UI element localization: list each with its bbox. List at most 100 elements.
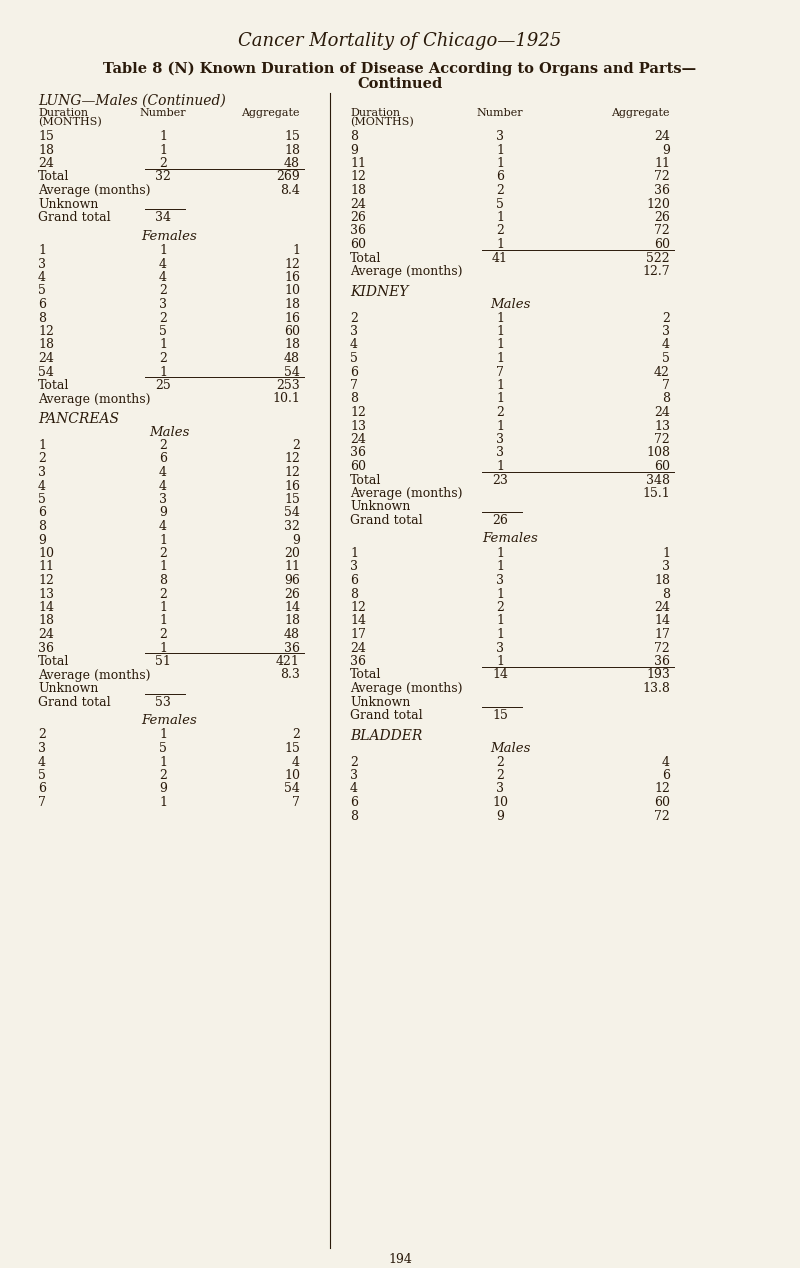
Text: Unknown: Unknown (38, 682, 98, 695)
Text: 1: 1 (159, 365, 167, 379)
Text: 8: 8 (350, 809, 358, 823)
Text: Number: Number (140, 108, 186, 118)
Text: 24: 24 (654, 601, 670, 614)
Text: Females: Females (482, 533, 538, 545)
Text: 4: 4 (38, 756, 46, 768)
Text: 60: 60 (350, 460, 366, 473)
Text: 4: 4 (159, 479, 167, 492)
Text: 253: 253 (276, 379, 300, 392)
Text: 7: 7 (38, 796, 46, 809)
Text: Average (months): Average (months) (350, 682, 462, 695)
Text: 13: 13 (350, 420, 366, 432)
Text: 12: 12 (350, 601, 366, 614)
Text: 9: 9 (350, 143, 358, 156)
Text: 13: 13 (38, 587, 54, 601)
Text: BLADDER: BLADDER (350, 729, 422, 743)
Text: 1: 1 (159, 534, 167, 547)
Text: 2: 2 (496, 224, 504, 237)
Text: 4: 4 (662, 339, 670, 351)
Text: 3: 3 (496, 446, 504, 459)
Text: 3: 3 (496, 131, 504, 143)
Text: Females: Females (141, 230, 197, 242)
Text: 522: 522 (646, 251, 670, 265)
Text: 12: 12 (284, 453, 300, 465)
Text: (MONTHS): (MONTHS) (38, 117, 102, 127)
Text: 1: 1 (496, 615, 504, 628)
Text: 18: 18 (284, 615, 300, 628)
Text: 10: 10 (284, 284, 300, 298)
Text: 1: 1 (496, 560, 504, 573)
Text: Cancer Mortality of Chicago—1925: Cancer Mortality of Chicago—1925 (238, 32, 562, 49)
Text: 3: 3 (38, 467, 46, 479)
Text: 1: 1 (159, 131, 167, 143)
Text: 1: 1 (496, 238, 504, 251)
Text: 1: 1 (496, 628, 504, 642)
Text: 4: 4 (38, 479, 46, 492)
Text: Total: Total (350, 473, 382, 487)
Text: Duration: Duration (350, 108, 400, 118)
Text: 6: 6 (350, 365, 358, 379)
Text: 14: 14 (284, 601, 300, 614)
Text: 54: 54 (38, 365, 54, 379)
Text: 5: 5 (496, 198, 504, 210)
Text: 36: 36 (654, 184, 670, 197)
Text: 4: 4 (159, 467, 167, 479)
Text: 108: 108 (646, 446, 670, 459)
Text: 8: 8 (38, 520, 46, 533)
Text: 7: 7 (496, 365, 504, 379)
Text: 18: 18 (38, 339, 54, 351)
Text: 72: 72 (654, 170, 670, 184)
Text: 6: 6 (350, 796, 358, 809)
Text: 2: 2 (38, 453, 46, 465)
Text: 2: 2 (292, 439, 300, 451)
Text: 6: 6 (496, 170, 504, 184)
Text: 18: 18 (350, 184, 366, 197)
Text: Total: Total (350, 668, 382, 681)
Text: 23: 23 (492, 473, 508, 487)
Text: 2: 2 (159, 439, 167, 451)
Text: 1: 1 (38, 439, 46, 451)
Text: 3: 3 (496, 782, 504, 795)
Text: 1: 1 (38, 243, 46, 257)
Text: 5: 5 (350, 353, 358, 365)
Text: Average (months): Average (months) (38, 184, 150, 197)
Text: 36: 36 (350, 656, 366, 668)
Text: Total: Total (38, 379, 70, 392)
Text: 8: 8 (662, 587, 670, 601)
Text: Grand total: Grand total (350, 709, 422, 721)
Text: 18: 18 (654, 574, 670, 587)
Text: 1: 1 (496, 210, 504, 224)
Text: 3: 3 (38, 742, 46, 754)
Text: 24: 24 (350, 642, 366, 654)
Text: 120: 120 (646, 198, 670, 210)
Text: 12: 12 (350, 170, 366, 184)
Text: Aggregate: Aggregate (611, 108, 670, 118)
Text: 14: 14 (492, 668, 508, 681)
Text: Males: Males (149, 426, 189, 439)
Text: Grand total: Grand total (38, 210, 110, 224)
Text: 13.8: 13.8 (642, 682, 670, 695)
Text: 1: 1 (159, 560, 167, 573)
Text: 2: 2 (159, 547, 167, 560)
Text: 4: 4 (662, 756, 670, 768)
Text: 41: 41 (492, 251, 508, 265)
Text: 14: 14 (38, 601, 54, 614)
Text: 3: 3 (496, 432, 504, 446)
Text: KIDNEY: KIDNEY (350, 284, 408, 298)
Text: 8.3: 8.3 (280, 668, 300, 681)
Text: 53: 53 (155, 696, 171, 709)
Text: 7: 7 (350, 379, 358, 392)
Text: 2: 2 (350, 312, 358, 325)
Text: 3: 3 (350, 560, 358, 573)
Text: 15: 15 (38, 131, 54, 143)
Text: 9: 9 (159, 782, 167, 795)
Text: 54: 54 (284, 506, 300, 520)
Text: 1: 1 (159, 243, 167, 257)
Text: 2: 2 (496, 601, 504, 614)
Text: 4: 4 (159, 520, 167, 533)
Text: PANCREAS: PANCREAS (38, 412, 119, 426)
Text: Females: Females (141, 714, 197, 727)
Text: 42: 42 (654, 365, 670, 379)
Text: 193: 193 (646, 668, 670, 681)
Text: 1: 1 (159, 615, 167, 628)
